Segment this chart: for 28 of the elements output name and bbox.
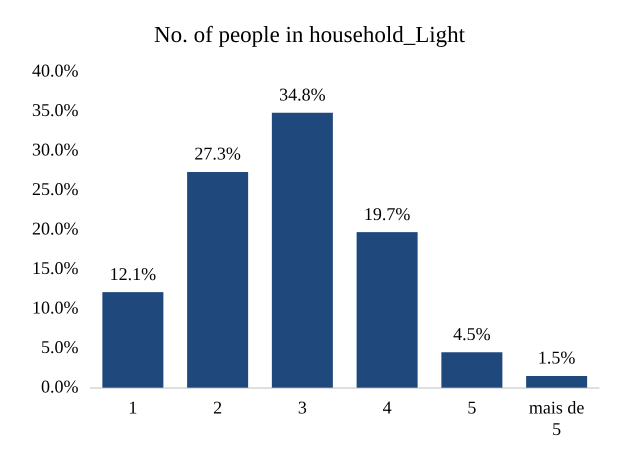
y-tick-label: 0.0% bbox=[40, 376, 78, 397]
y-tick-label: 15.0% bbox=[32, 258, 78, 278]
data-label: 19.7% bbox=[364, 204, 410, 224]
y-tick-label: 20.0% bbox=[32, 218, 78, 238]
x-tick-label: 5 bbox=[467, 397, 476, 418]
data-label: 4.5% bbox=[453, 324, 491, 344]
x-tick-label: 2 bbox=[213, 397, 222, 418]
x-tick-label: 1 bbox=[128, 397, 138, 418]
bar bbox=[441, 352, 502, 388]
bar bbox=[102, 292, 164, 388]
bar bbox=[272, 112, 333, 388]
data-label: 1.5% bbox=[538, 348, 576, 368]
y-tick-label: 25.0% bbox=[32, 178, 78, 199]
chart-title: No. of people in household_Light bbox=[154, 22, 466, 47]
y-tick-label: 40.0% bbox=[32, 60, 78, 80]
y-tick-label: 35.0% bbox=[32, 100, 78, 120]
x-tick-label: 4 bbox=[382, 397, 392, 418]
data-label: 27.3% bbox=[194, 144, 241, 164]
y-tick-label: 10.0% bbox=[32, 297, 78, 318]
y-tick-label: 30.0% bbox=[32, 139, 78, 160]
data-label: 34.8% bbox=[279, 84, 326, 104]
bar bbox=[187, 172, 248, 388]
bar bbox=[356, 232, 418, 388]
bar bbox=[526, 376, 588, 388]
data-label: 12.1% bbox=[110, 264, 156, 284]
x-tick-label: 3 bbox=[298, 397, 307, 418]
x-tick-label: mais de 5 bbox=[528, 397, 584, 439]
y-tick-label: 5.0% bbox=[40, 337, 78, 358]
